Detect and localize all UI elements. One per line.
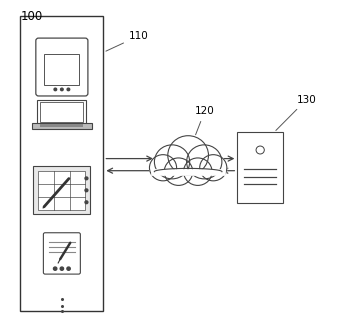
Circle shape (155, 145, 190, 179)
Circle shape (184, 158, 212, 185)
Circle shape (60, 267, 63, 270)
Circle shape (67, 267, 70, 270)
Circle shape (149, 155, 177, 181)
Text: 100: 100 (20, 10, 43, 23)
Circle shape (168, 136, 208, 175)
Circle shape (54, 88, 57, 91)
Bar (40, 102, 83, 122)
Text: 110: 110 (106, 31, 148, 51)
Circle shape (200, 155, 227, 181)
Circle shape (85, 177, 88, 180)
FancyBboxPatch shape (36, 38, 88, 96)
Circle shape (164, 158, 193, 185)
Bar (40, 124, 83, 127)
Bar (44, 54, 79, 85)
Circle shape (85, 189, 88, 192)
Text: 120: 120 (195, 106, 215, 135)
Bar (20, 16, 103, 311)
Bar (154, 165, 222, 183)
Circle shape (67, 88, 70, 91)
FancyBboxPatch shape (43, 233, 80, 274)
Circle shape (61, 88, 63, 91)
Text: 130: 130 (276, 95, 316, 130)
Circle shape (85, 201, 88, 204)
Circle shape (54, 267, 57, 270)
Bar (38, 171, 85, 210)
Bar (37, 100, 86, 125)
Bar (32, 123, 92, 129)
Circle shape (186, 145, 222, 179)
Bar (33, 166, 91, 214)
Bar (237, 132, 283, 203)
